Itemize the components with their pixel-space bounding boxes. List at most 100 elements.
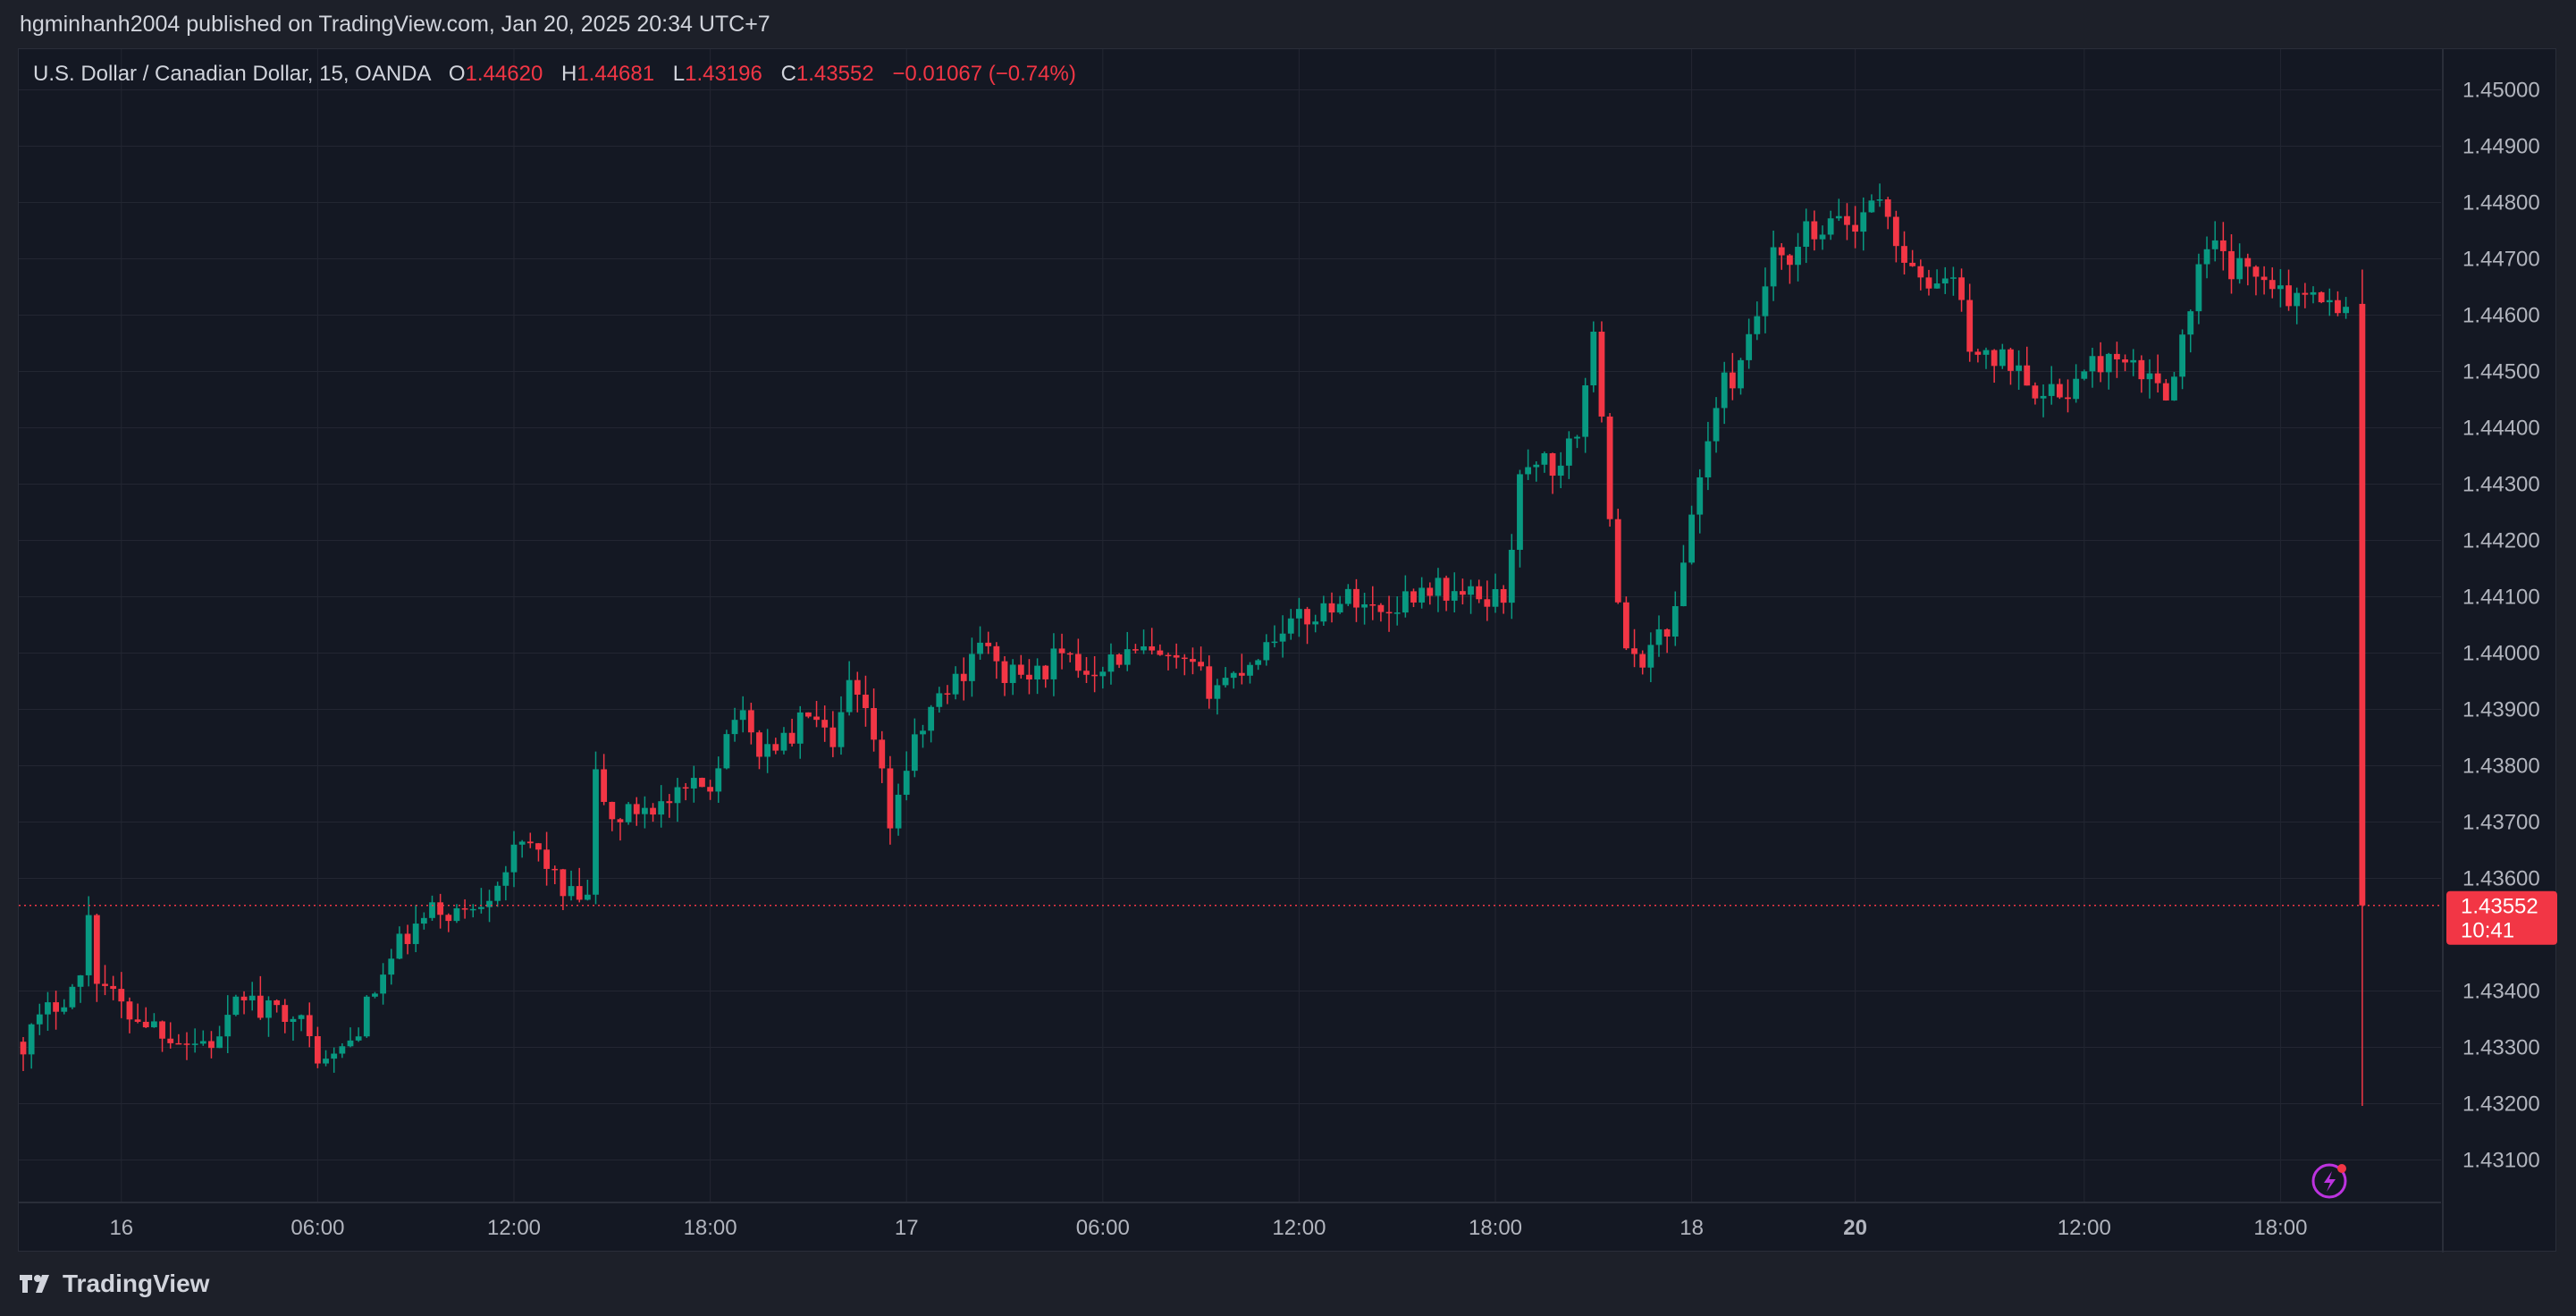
candle-body	[1541, 452, 1548, 465]
candle-body	[1933, 283, 1940, 289]
candle-body	[2343, 307, 2349, 314]
candle-body	[1974, 351, 1982, 355]
candle-body	[1296, 609, 1302, 619]
candle-body	[1950, 277, 1957, 279]
candle-body	[1844, 215, 1850, 225]
candle-body	[2040, 395, 2047, 399]
tradingview-logo[interactable]: TradingView	[18, 1270, 209, 1298]
candle-body	[739, 710, 746, 721]
candle-body	[191, 1043, 198, 1045]
candle-body	[28, 1024, 35, 1055]
candle-body	[2138, 359, 2145, 380]
x-tick-label: 06:00	[290, 1216, 344, 1240]
candle-body	[1344, 588, 1351, 604]
candle-body	[45, 1002, 51, 1015]
candle-body	[2326, 299, 2333, 303]
candle-body	[282, 1005, 289, 1022]
candle-body	[936, 693, 943, 707]
candle-body	[1476, 586, 1483, 600]
x-tick-label: 18:00	[2253, 1216, 2307, 1240]
candle-body	[2252, 266, 2260, 277]
last-price-value: 1.43552	[2461, 895, 2538, 919]
candle-body	[887, 768, 894, 829]
candle-body	[2219, 240, 2227, 251]
candle-body	[699, 778, 705, 788]
candle-body	[1238, 672, 1245, 676]
candle-body	[478, 907, 484, 909]
candle-body	[829, 727, 837, 747]
candle-body	[494, 885, 501, 901]
candle-body	[2286, 285, 2292, 307]
candle-body	[1655, 628, 1663, 645]
candle-body	[796, 712, 804, 744]
chart-frame[interactable]: 1.45000 1.44900 1.44800 1.44700 1.44600 1.445…	[18, 48, 2557, 1253]
candle-body	[61, 1007, 68, 1012]
candle-body	[895, 794, 902, 829]
candle-body	[1287, 618, 1294, 634]
candle-body	[1099, 671, 1107, 677]
candle-body	[2228, 250, 2235, 280]
candle-body	[388, 958, 395, 975]
candle-body	[625, 804, 632, 822]
candle-body	[1091, 674, 1099, 677]
candle-body	[1852, 224, 1858, 232]
open-value: 1.44620	[465, 62, 543, 86]
candle-body	[1173, 654, 1180, 658]
candle-body	[1304, 609, 1310, 625]
candle-body	[985, 642, 992, 646]
candle-body	[1835, 215, 1842, 219]
candle-body	[453, 907, 460, 922]
candle-body	[1001, 661, 1008, 683]
candle-body	[1549, 452, 1556, 477]
candle-body	[1402, 591, 1409, 613]
candlestick-chart[interactable]: 1.45000 1.44900 1.44800 1.44700 1.44600 1.445…	[19, 49, 2557, 1253]
candle-body	[584, 894, 591, 900]
candle-body	[1492, 588, 1499, 607]
candle-body	[1729, 372, 1736, 389]
candle-body	[1663, 628, 1671, 637]
y-tick-label: 1.44200	[2462, 529, 2540, 553]
candle-body	[2244, 257, 2252, 267]
tradingview-logo-icon	[20, 1275, 49, 1293]
candle-body	[240, 996, 248, 1000]
candle-body	[1157, 650, 1164, 655]
y-tick-label: 1.43100	[2462, 1149, 2540, 1173]
candle-body	[461, 907, 468, 910]
symbol-name[interactable]: U.S. Dollar / Canadian Dollar, 15, OANDA	[33, 62, 431, 86]
candle-body	[2065, 397, 2071, 400]
candle-body	[1385, 612, 1393, 614]
candle-body	[437, 902, 444, 915]
candle-body	[2294, 292, 2301, 307]
candle-body	[1565, 438, 1572, 466]
x-tick-label: 20	[1843, 1216, 1867, 1240]
candle-body	[2162, 383, 2169, 401]
x-tick-label: 12:00	[487, 1216, 541, 1240]
candle-body	[1132, 649, 1139, 651]
candle-body	[674, 787, 681, 804]
lightning-alert-icon[interactable]	[2311, 1163, 2347, 1199]
candle-body	[1214, 685, 1221, 699]
x-tick-label: 16	[109, 1216, 133, 1240]
candle-body	[1369, 604, 1376, 606]
ohlc-legend: U.S. Dollar / Canadian Dollar, 15, OANDA…	[33, 62, 1076, 87]
low-label: L	[672, 62, 686, 86]
last-price-tag[interactable]	[2446, 890, 2557, 945]
candle-body	[1263, 642, 1270, 661]
candle-body	[960, 673, 967, 681]
candle-body	[772, 744, 779, 751]
candle-body	[658, 801, 665, 815]
candle-body	[1671, 606, 1679, 637]
candle-body	[1803, 221, 1810, 248]
candle-body	[208, 1041, 215, 1049]
candle-body	[1484, 599, 1491, 607]
candle-body	[952, 673, 959, 695]
candle-body	[1222, 678, 1229, 686]
alert-dot-icon	[2337, 1164, 2346, 1173]
candle-body	[593, 769, 599, 895]
x-tick-label: 18:00	[1469, 1216, 1522, 1240]
candle-body	[977, 642, 983, 654]
candle-body	[1827, 218, 1834, 235]
candle-body	[1991, 350, 1998, 367]
candle-body	[1066, 653, 1073, 655]
candle-body	[469, 908, 476, 911]
